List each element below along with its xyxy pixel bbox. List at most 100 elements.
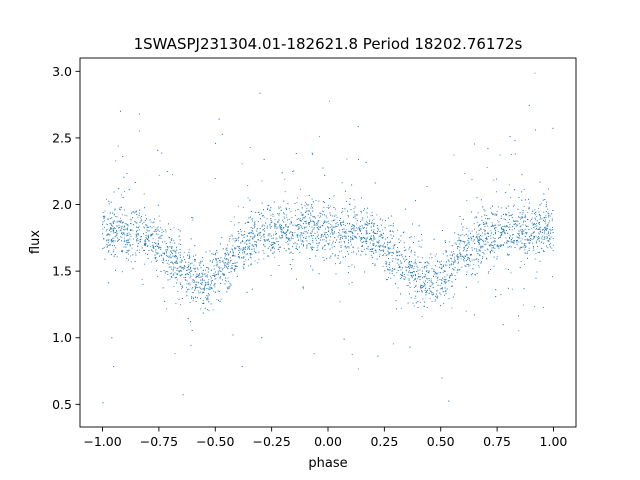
data-point — [355, 236, 357, 238]
data-point — [145, 243, 146, 245]
data-point — [214, 291, 216, 293]
data-point — [289, 237, 290, 239]
data-point — [446, 261, 447, 263]
data-point — [475, 216, 477, 218]
data-point — [196, 267, 198, 269]
data-point — [199, 273, 200, 275]
data-point — [316, 250, 318, 251]
data-point — [365, 233, 367, 235]
data-point — [314, 216, 316, 218]
data-point — [482, 206, 484, 208]
data-point — [385, 263, 387, 265]
data-point — [254, 221, 256, 223]
data-point — [302, 232, 304, 234]
data-point — [494, 227, 495, 229]
data-point — [206, 276, 208, 278]
data-point — [310, 219, 312, 221]
data-point — [120, 217, 122, 219]
data-point — [480, 262, 482, 264]
data-point — [287, 238, 289, 240]
data-point — [543, 217, 545, 218]
data-point — [317, 215, 319, 217]
data-point — [551, 276, 553, 278]
data-point — [158, 230, 160, 232]
data-point — [543, 251, 545, 252]
data-point — [544, 219, 546, 221]
data-point — [525, 233, 527, 235]
data-point — [476, 234, 478, 236]
data-point — [370, 238, 372, 240]
data-point — [345, 229, 347, 231]
data-point — [394, 243, 396, 245]
data-point — [246, 240, 248, 242]
data-point — [552, 232, 554, 234]
data-point — [194, 286, 196, 288]
data-point — [303, 233, 305, 235]
data-point — [373, 252, 375, 254]
data-point — [294, 210, 296, 212]
data-point — [237, 256, 239, 258]
data-point — [204, 274, 206, 276]
data-point — [174, 256, 176, 258]
data-point — [251, 248, 253, 250]
data-point — [232, 254, 234, 256]
data-point — [225, 253, 226, 255]
data-point — [325, 240, 327, 242]
data-point — [417, 307, 419, 308]
data-point — [411, 223, 413, 225]
data-point — [533, 247, 534, 249]
data-point — [366, 231, 367, 233]
data-point — [409, 272, 411, 274]
data-point — [207, 293, 209, 295]
data-point — [492, 224, 493, 226]
data-point — [135, 211, 137, 213]
data-point — [497, 220, 499, 222]
data-point — [464, 248, 466, 250]
data-point — [382, 265, 384, 267]
data-point — [173, 273, 175, 275]
data-point — [513, 221, 515, 223]
data-point — [136, 235, 138, 237]
data-point — [120, 230, 122, 232]
data-point — [247, 197, 249, 199]
data-point — [305, 226, 307, 228]
data-point — [540, 217, 542, 219]
data-point — [431, 300, 433, 302]
data-point — [461, 266, 463, 268]
data-point — [466, 271, 468, 273]
data-point — [418, 273, 419, 275]
data-point — [278, 246, 280, 248]
data-point — [132, 224, 134, 226]
data-point — [494, 228, 496, 230]
data-point — [523, 304, 525, 306]
data-point — [103, 218, 105, 219]
data-point — [457, 257, 459, 259]
data-point — [333, 246, 335, 248]
data-point — [306, 247, 308, 249]
data-point — [190, 344, 192, 346]
data-point — [191, 329, 193, 331]
data-point — [351, 228, 353, 229]
data-point — [118, 238, 120, 240]
data-point — [454, 258, 456, 260]
data-point — [354, 230, 356, 232]
data-point — [217, 290, 219, 292]
data-point — [305, 211, 307, 213]
data-point — [309, 222, 310, 223]
data-point — [112, 212, 114, 214]
data-point — [220, 257, 222, 259]
data-point — [371, 239, 373, 241]
data-point — [476, 273, 478, 274]
data-point — [353, 225, 355, 227]
data-point — [277, 249, 279, 251]
data-point — [250, 216, 251, 218]
data-point — [459, 243, 461, 245]
data-point — [160, 246, 162, 248]
data-point — [548, 240, 550, 242]
data-point — [500, 246, 501, 247]
data-point — [122, 222, 124, 223]
data-point — [488, 271, 490, 272]
data-point — [527, 239, 529, 241]
data-point — [416, 280, 417, 282]
data-point — [453, 269, 455, 271]
